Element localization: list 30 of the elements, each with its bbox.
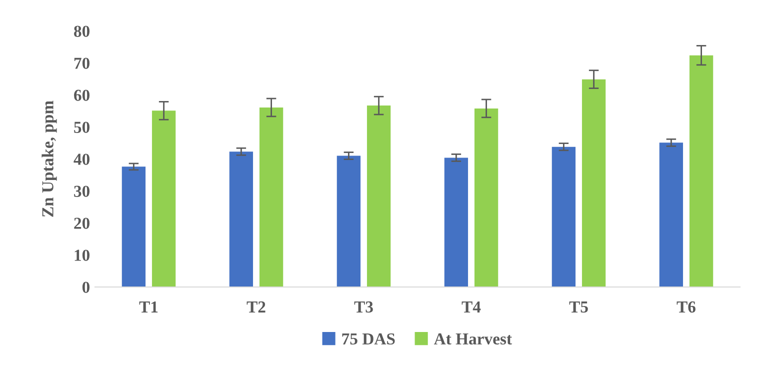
- y-axis-title: Zn Uptake, ppm: [42, 100, 57, 217]
- bar: [152, 110, 176, 287]
- x-tick-label: T6: [676, 301, 696, 313]
- bar: [689, 55, 714, 287]
- x-tick-label: T2: [246, 301, 266, 312]
- y-tick-label: 50: [74, 122, 90, 133]
- legend-label: At Harvest: [434, 333, 512, 345]
- x-tick-label: T1: [139, 301, 158, 312]
- bar: [659, 142, 684, 287]
- bar: [444, 158, 468, 287]
- bar: [366, 106, 391, 287]
- bar: [259, 107, 284, 287]
- bar: [122, 166, 146, 287]
- y-tick-label: 30: [74, 186, 90, 197]
- y-tick-label: 20: [74, 218, 90, 229]
- x-tick-label: T3: [354, 301, 373, 313]
- bar: [474, 108, 498, 287]
- x-tick-label: T4: [462, 301, 481, 312]
- y-tick-label: 0: [82, 282, 90, 293]
- bar: [582, 79, 606, 287]
- y-tick-label: 40: [74, 154, 90, 165]
- y-tick-label: 80: [74, 26, 90, 37]
- y-tick-label: 10: [74, 250, 90, 261]
- y-tick-label: 70: [74, 58, 90, 69]
- bar: [552, 146, 576, 287]
- bar: [336, 156, 361, 287]
- bar: [229, 152, 254, 287]
- legend-label: 75 DAS: [342, 333, 395, 345]
- x-tick-label: T5: [569, 302, 588, 313]
- y-tick-label: 60: [74, 90, 90, 101]
